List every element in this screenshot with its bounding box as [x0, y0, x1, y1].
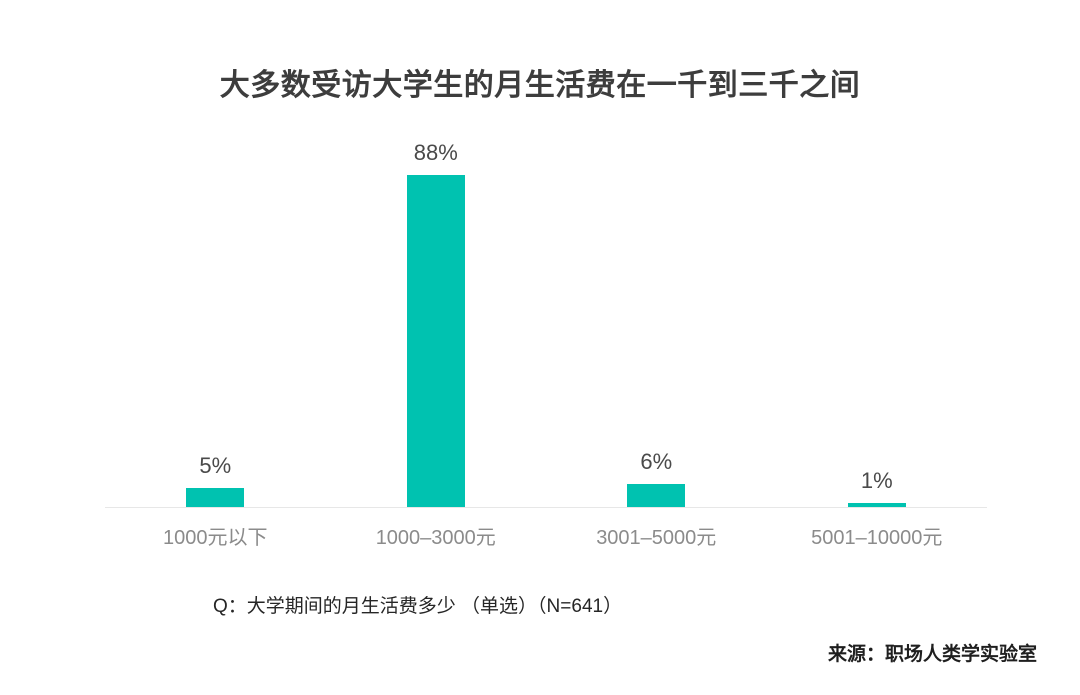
- source-credit: 来源：职场人类学实验室: [827, 644, 1037, 665]
- category-label: 1000元以下: [163, 527, 268, 549]
- category-label: 5001–10000元: [811, 527, 943, 549]
- bar-value-label: 88%: [413, 140, 458, 165]
- bar-column: 88%: [326, 142, 547, 507]
- bar: [406, 175, 465, 507]
- category-label: 1000–3000元: [375, 527, 496, 549]
- x-axis-labels: 1000元以下 1000–3000元 3001–5000元 5001–10000元: [105, 508, 987, 550]
- bar-column: 1%: [767, 470, 988, 507]
- question-footnote: Q：大学期间的月生活费多少 （单选）（N=641）: [213, 596, 623, 617]
- bar-value-label: 1%: [860, 468, 893, 493]
- x-axis-line: [105, 507, 987, 508]
- bar: [847, 503, 906, 507]
- bar-column: 5%: [105, 455, 326, 507]
- category-label: 3001–5000元: [596, 527, 717, 549]
- plot-area: 5% 88% 6% 1%: [105, 140, 987, 507]
- chart-title: 大多数受访大学生的月生活费在一千到三千之间: [219, 69, 861, 102]
- bar-column: 6%: [546, 451, 767, 507]
- bar: [186, 488, 245, 507]
- bar-chart: 5% 88% 6% 1% 1000元以下 1000–3000元 3001–5000元 500…: [105, 140, 987, 550]
- bar-value-label: 5%: [199, 453, 232, 478]
- bar: [627, 484, 686, 507]
- bar-value-label: 6%: [640, 449, 673, 474]
